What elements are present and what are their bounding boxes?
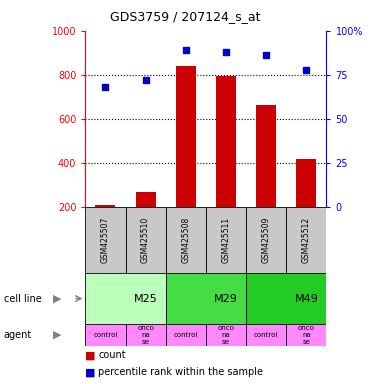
- Text: M29: M29: [214, 293, 238, 304]
- Text: onco
na
se: onco na se: [298, 325, 315, 345]
- Text: count: count: [98, 350, 126, 360]
- Text: ▶: ▶: [53, 293, 62, 304]
- Text: M25: M25: [134, 293, 158, 304]
- Text: cell line: cell line: [4, 293, 42, 304]
- Bar: [85, 273, 166, 324]
- Text: control: control: [93, 332, 118, 338]
- Bar: [246, 207, 286, 273]
- Text: agent: agent: [4, 330, 32, 340]
- Text: ■: ■: [85, 350, 96, 360]
- Bar: [125, 324, 166, 346]
- Text: GDS3759 / 207124_s_at: GDS3759 / 207124_s_at: [110, 10, 261, 23]
- Bar: [166, 207, 206, 273]
- Text: GSM425507: GSM425507: [101, 217, 110, 263]
- Bar: [206, 207, 246, 273]
- Bar: [176, 66, 196, 207]
- Bar: [286, 207, 326, 273]
- Bar: [135, 192, 156, 207]
- Text: GSM425512: GSM425512: [302, 217, 311, 263]
- Bar: [85, 207, 125, 273]
- Text: onco
na
se: onco na se: [217, 325, 234, 345]
- Text: control: control: [254, 332, 278, 338]
- Text: percentile rank within the sample: percentile rank within the sample: [98, 367, 263, 377]
- Bar: [166, 273, 246, 324]
- Text: control: control: [174, 332, 198, 338]
- Text: ■: ■: [85, 367, 96, 377]
- Bar: [85, 324, 125, 346]
- Text: GSM425511: GSM425511: [221, 217, 230, 263]
- Bar: [246, 273, 326, 324]
- Text: GSM425508: GSM425508: [181, 217, 190, 263]
- Text: ▶: ▶: [53, 330, 62, 340]
- Bar: [216, 76, 236, 207]
- Bar: [296, 159, 316, 207]
- Bar: [246, 324, 286, 346]
- Bar: [286, 324, 326, 346]
- Bar: [206, 324, 246, 346]
- Text: GSM425510: GSM425510: [141, 217, 150, 263]
- Bar: [125, 207, 166, 273]
- Text: M49: M49: [295, 293, 318, 304]
- Bar: [256, 105, 276, 207]
- Text: onco
na
se: onco na se: [137, 325, 154, 345]
- Text: GSM425509: GSM425509: [262, 217, 271, 263]
- Bar: [166, 324, 206, 346]
- Bar: [95, 205, 115, 207]
